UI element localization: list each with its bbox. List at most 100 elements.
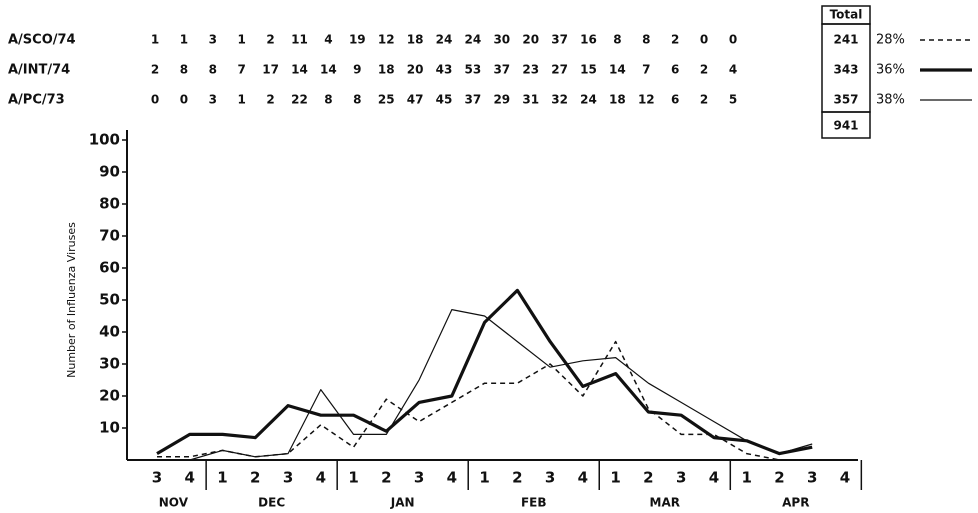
x-tick-label: 2: [381, 469, 391, 487]
table-value: 2: [266, 33, 274, 47]
x-tick-label: 3: [807, 469, 817, 487]
total-value: 343: [833, 63, 858, 77]
y-tick-label: 30: [99, 355, 120, 373]
month-label: MAR: [650, 496, 680, 510]
table-value: 7: [238, 63, 246, 77]
table-value: 2: [700, 63, 708, 77]
x-tick-label: 3: [152, 469, 162, 487]
table-value: 15: [580, 63, 597, 77]
month-label: DEC: [258, 496, 285, 510]
table-value: 20: [522, 33, 539, 47]
month-label: JAN: [390, 496, 415, 510]
table-value: 29: [493, 93, 510, 107]
x-tick-label: 4: [840, 469, 850, 487]
month-label: NOV: [159, 496, 189, 510]
table-value: 6: [671, 63, 679, 77]
table-value: 7: [642, 63, 650, 77]
table-value: 5: [729, 93, 737, 107]
table-value: 31: [522, 93, 539, 107]
table-value: 24: [465, 33, 482, 47]
table-value: 47: [407, 93, 424, 107]
y-tick-label: 70: [99, 227, 120, 245]
table-value: 18: [407, 33, 424, 47]
table-value: 23: [522, 63, 539, 77]
table-value: 18: [609, 93, 626, 107]
table-value: 45: [436, 93, 453, 107]
table-value: 4: [324, 33, 332, 47]
share-label: 36%: [876, 63, 905, 78]
table-value: 0: [151, 93, 159, 107]
table-value: 2: [700, 93, 708, 107]
table-value: 17: [262, 63, 279, 77]
x-tick-label: 1: [610, 469, 620, 487]
series-line: [157, 309, 813, 461]
x-tick-label: 4: [447, 469, 457, 487]
table-value: 8: [642, 33, 650, 47]
total-header: Total: [830, 8, 863, 22]
y-tick-label: 90: [99, 163, 120, 181]
table-value: 37: [551, 33, 568, 47]
table-value: 32: [551, 93, 568, 107]
x-tick-label: 1: [217, 469, 227, 487]
x-tick-label: 3: [545, 469, 555, 487]
series-line: [157, 340, 813, 461]
table-value: 0: [180, 93, 188, 107]
table-value: 37: [493, 63, 510, 77]
share-label: 28%: [876, 33, 905, 48]
table-value: 6: [671, 93, 679, 107]
table-value: 30: [493, 33, 510, 47]
x-tick-label: 4: [185, 469, 195, 487]
y-axis-label: Number of Influenza Viruses: [65, 222, 78, 378]
y-tick-label: 20: [99, 387, 120, 405]
table-value: 25: [378, 93, 395, 107]
table-value: 0: [700, 33, 708, 47]
table-value: 3: [209, 33, 217, 47]
table-value: 8: [353, 93, 361, 107]
series-line: [156, 288, 813, 456]
y-tick-label: 50: [99, 291, 120, 309]
table-value: 20: [407, 63, 424, 77]
table-value: 37: [465, 93, 482, 107]
x-tick-label: 3: [676, 469, 686, 487]
table-value: 53: [465, 63, 482, 77]
y-tick-label: 10: [99, 419, 120, 437]
x-tick-label: 3: [414, 469, 424, 487]
table-value: 27: [551, 63, 568, 77]
table-value: 8: [180, 63, 188, 77]
table-value: 12: [638, 93, 655, 107]
grand-total-box: [821, 111, 871, 139]
x-tick-label: 2: [774, 469, 784, 487]
table-value: 1: [151, 33, 159, 47]
x-tick-label: 4: [316, 469, 326, 487]
table-value: 14: [320, 63, 337, 77]
series-name: A/SCO/74: [8, 33, 76, 48]
grand-total: 941: [833, 119, 858, 133]
table-value: 4: [729, 63, 737, 77]
table-value: 3: [209, 93, 217, 107]
table-value: 8: [324, 93, 332, 107]
table-value: 16: [580, 33, 597, 47]
table-value: 22: [291, 93, 308, 107]
x-tick-label: 1: [479, 469, 489, 487]
month-label: APR: [782, 496, 809, 510]
month-label: FEB: [521, 496, 547, 510]
y-tick-label: 80: [99, 195, 120, 213]
y-tick-label: 60: [99, 259, 120, 277]
x-tick-label: 4: [578, 469, 588, 487]
table-value: 43: [436, 63, 453, 77]
table-value: 2: [671, 33, 679, 47]
table-value: 0: [729, 33, 737, 47]
x-tick-label: 2: [250, 469, 260, 487]
table-value: 2: [151, 63, 159, 77]
table-value: 14: [291, 63, 308, 77]
series-name: A/PC/73: [8, 93, 65, 108]
x-tick-label: 1: [348, 469, 358, 487]
table-value: 1: [238, 93, 246, 107]
table-value: 1: [238, 33, 246, 47]
table-value: 19: [349, 33, 366, 47]
table-value: 24: [436, 33, 453, 47]
share-label: 38%: [876, 93, 905, 108]
y-tick-label: 100: [89, 131, 120, 149]
series-name: A/INT/74: [8, 63, 70, 78]
